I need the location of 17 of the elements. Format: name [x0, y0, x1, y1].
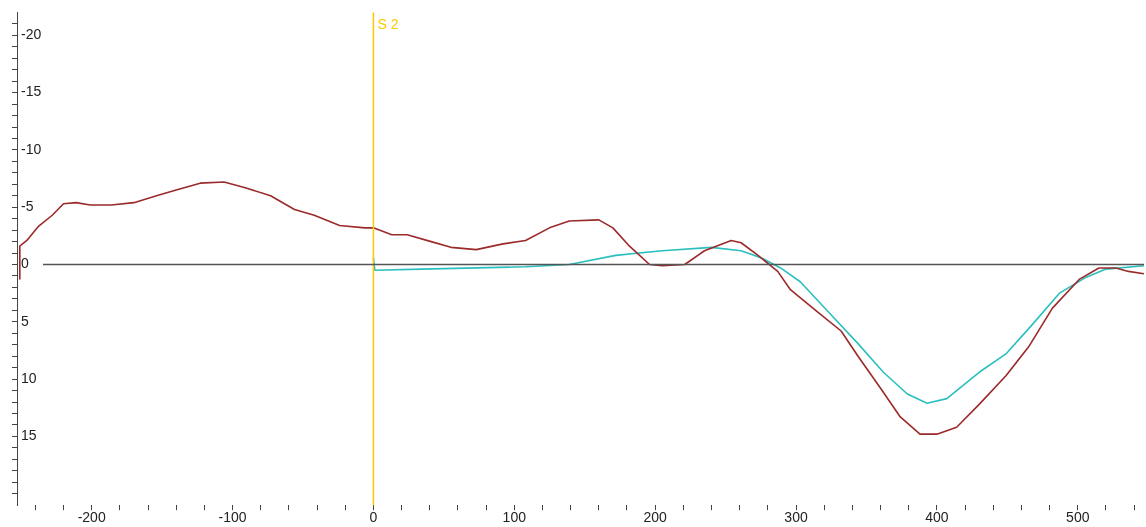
y-tick-label: -5	[21, 198, 34, 215]
y-tick-label: -10	[21, 140, 42, 157]
x-tick-label: 100	[502, 509, 527, 526]
y-tick-label: -20	[21, 26, 42, 43]
ref-line-label: S 2	[377, 16, 399, 33]
y-tick-label: 15	[21, 427, 37, 444]
x-tick-label: 500	[1066, 509, 1090, 526]
x-tick-label: 300	[784, 509, 808, 526]
x-tick-label: -100	[218, 509, 247, 526]
x-tick-label: 200	[643, 509, 668, 526]
y-tick-label: 0	[21, 255, 29, 272]
y-tick-label: 5	[21, 312, 29, 329]
x-tick-label: 400	[925, 509, 949, 526]
x-tick-label: 0	[369, 509, 378, 526]
x-tick-label: -200	[77, 509, 106, 526]
y-tick-label: 10	[21, 369, 37, 386]
y-tick-label: -15	[21, 83, 42, 100]
